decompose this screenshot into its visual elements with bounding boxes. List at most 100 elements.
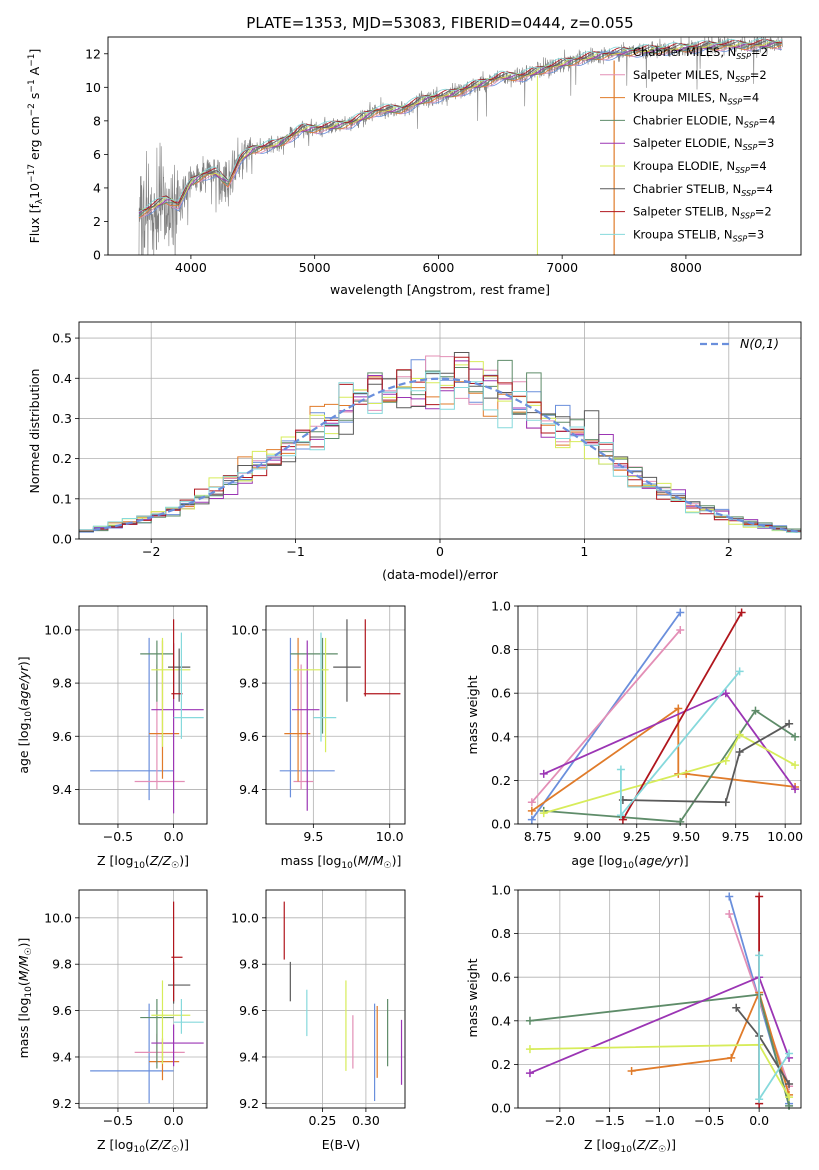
legend-label-chabrier-elodie: Chabrier ELODIE, NSSP=4	[633, 113, 775, 129]
mass-age-xlabel: mass [log10(M/M☉)]	[281, 853, 402, 871]
ebv_mass-xtick-label-0: 0.25	[309, 1113, 337, 1128]
chart-title: PLATE=1353, MJD=53083, FIBERID=0444, z=0…	[246, 14, 633, 32]
z_weight-ytick-label-1: 0.2	[491, 1057, 511, 1072]
legend-label-value: =4	[759, 113, 776, 127]
legend-label-text: Chabrier ELODIE, N	[633, 113, 744, 127]
spectrum-ytick-label-2: 4	[93, 180, 101, 195]
z-age-ylabel: age [log10(age/yr)]	[16, 656, 34, 773]
legend-label-kroupa-stelib: Kroupa STELIB, NSSP=3	[633, 227, 764, 243]
age_weight-kroupa-miles-marker-1	[674, 704, 683, 713]
age_weight-kroupa-stelib-marker-1	[616, 811, 625, 820]
legend-label-sub: SSP	[741, 189, 756, 198]
legend-label-salpeter-miles: Salpeter MILES, NSSP=2	[633, 68, 767, 84]
legend-label-chabrier-miles: Chabrier MILES, NSSP=2	[633, 45, 768, 61]
ebv_mass-xtick-label-1: 0.30	[352, 1113, 380, 1128]
z_age-xtick-label-1: 0.0	[164, 829, 184, 844]
age_weight-xtick-label-4: 9.75	[722, 829, 750, 844]
ebv_mass-frame	[265, 889, 406, 1109]
legend-label-text: Salpeter ELODIE, N	[633, 136, 743, 150]
gaussian-legend-label: N(0,1)	[740, 336, 779, 351]
age_weight-kroupa-elodie-marker-1	[721, 756, 730, 765]
z_weight-frame	[517, 889, 802, 1109]
z_age-ytick-label-2: 9.8	[52, 676, 72, 691]
legend-label-value: =4	[742, 91, 759, 105]
legend-label-sub: SSP	[735, 75, 750, 84]
ebv-mass-xlabel: E(B-V)	[322, 1137, 361, 1152]
age-weight-panel: 8.75 9.00 9.25 9.50 9.75 10.00 0.0 0.2 0.4 0.6 0.8…	[491, 599, 803, 845]
z_weight-ytick-label-4: 0.8	[491, 926, 511, 941]
age_weight-chabrier-stelib-line	[622, 722, 790, 804]
z_age-xtick-label-0: −0.5	[103, 829, 133, 844]
age-weight-ylabel: mass weight	[465, 675, 480, 754]
age_weight-kroupa-elodie-marker-0	[539, 809, 548, 818]
residuals-xtick-label-4: 2	[725, 544, 733, 559]
age_weight-salpeter-miles-marker-1	[676, 625, 685, 634]
spectrum-xtick-label-2: 6000	[423, 260, 455, 275]
mass_age-xtick-label-1: 10.0	[376, 829, 404, 844]
legend-label-value: =3	[747, 227, 764, 241]
z_weight-chabrier-stelib-marker-2	[785, 1080, 794, 1089]
spectrum-frame	[107, 36, 802, 256]
residual-hist-kroupa-stelib	[79, 371, 801, 539]
residuals-frame	[78, 321, 802, 540]
age_weight-xtick-label-3: 9.50	[672, 829, 700, 844]
spectrum-ytick-label-0: 0	[93, 248, 101, 263]
age_weight-chabrier-miles-marker-0	[527, 815, 536, 824]
age_weight-chabrier-miles-marker-1	[676, 608, 685, 617]
z_age-frame	[78, 605, 208, 825]
legend-label-salpeter-stelib: Salpeter STELIB, NSSP=2	[633, 205, 772, 221]
legend-label-kroupa-miles: Kroupa MILES, NSSP=4	[633, 91, 759, 107]
legend-label-text: Chabrier MILES, N	[633, 45, 736, 59]
ebv-mass-panel: 0.25 0.30 9.2 9.4 9.6 9.8 10.0	[231, 889, 406, 1128]
z_weight-chabrier-elodie-marker-2	[785, 1101, 794, 1110]
z_weight-chabrier-miles-marker-0	[725, 892, 734, 901]
mass_age-xtick-label-0: 9.5	[303, 829, 323, 844]
z_weight-kroupa-miles-marker-1	[727, 1053, 736, 1062]
spectrum-model-kroupa-miles	[138, 44, 783, 219]
z_weight-kroupa-stelib-marker-1	[755, 1095, 764, 1104]
legend-label-value: =2	[750, 68, 767, 82]
residuals-ytick-label-4: 0.4	[52, 371, 72, 386]
legend-label-value: =4	[750, 159, 767, 173]
residuals-xtick-label-1: −1	[286, 544, 304, 559]
legend-label-salpeter-elodie: Salpeter ELODIE, NSSP=3	[633, 136, 774, 152]
z_weight-salpeter-stelib-marker-0	[755, 892, 764, 901]
age_weight-kroupa-stelib-marker-2	[735, 667, 744, 676]
legend-label-sub: SSP	[728, 98, 743, 107]
z_weight-ytick-label-3: 0.6	[491, 970, 511, 985]
legend-label-value: =4	[756, 182, 773, 196]
age_weight-salpeter-stelib-marker-1	[737, 608, 746, 617]
z_weight-ytick-label-2: 0.4	[491, 1013, 511, 1028]
spectrum-ytick-label-5: 10	[85, 80, 101, 95]
ebv_mass-ytick-label-0: 9.2	[239, 1096, 259, 1111]
legend-label-sub: SSP	[743, 143, 758, 152]
z_weight-xtick-label-1: −1.5	[594, 1113, 624, 1128]
spectrum-ytick-label-6: 12	[85, 46, 101, 61]
legend-label-text: Kroupa MILES, N	[633, 91, 728, 105]
age_weight-ytick-label-4: 0.8	[491, 642, 511, 657]
age_weight-ytick-label-3: 0.6	[491, 686, 511, 701]
residuals-ytick-label-0: 0.0	[52, 532, 72, 547]
z_weight-xtick-label-0: −2.0	[545, 1113, 575, 1128]
z_weight-ytick-label-0: 0.0	[491, 1101, 511, 1116]
z-weight-panel: −2.0 −1.5 −1.0 −0.5 0.0 0.0 0.2 0.4 0.6 0.8 1.0	[491, 883, 802, 1128]
age_weight-kroupa-elodie-marker-3	[791, 761, 800, 770]
mass_age-ytick-label-3: 10.0	[231, 622, 259, 637]
gaussian-curve	[93, 377, 801, 534]
spectrum-xtick-label-4: 8000	[670, 260, 702, 275]
age_weight-ytick-label-2: 0.4	[491, 729, 511, 744]
z_age-ytick-label-3: 10.0	[44, 622, 72, 637]
spectrum-xtick-label-1: 5000	[299, 260, 331, 275]
age_weight-salpeter-miles-line	[531, 629, 681, 803]
age_weight-salpeter-stelib-marker-0	[618, 815, 627, 824]
z_mass-ytick-label-3: 9.8	[52, 957, 72, 972]
ebv_mass-ytick-label-4: 10.0	[231, 910, 259, 925]
residuals-xtick-label-2: 0	[436, 544, 444, 559]
mass_age-ytick-label-0: 9.4	[239, 782, 259, 797]
z_weight-kroupa-stelib-marker-0	[755, 951, 764, 960]
z_age-ytick-label-1: 9.6	[52, 729, 72, 744]
z_weight-kroupa-miles-line	[631, 989, 790, 1096]
legend-label-text: Salpeter MILES, N	[633, 68, 735, 82]
z_mass-ytick-label-1: 9.4	[52, 1049, 72, 1064]
